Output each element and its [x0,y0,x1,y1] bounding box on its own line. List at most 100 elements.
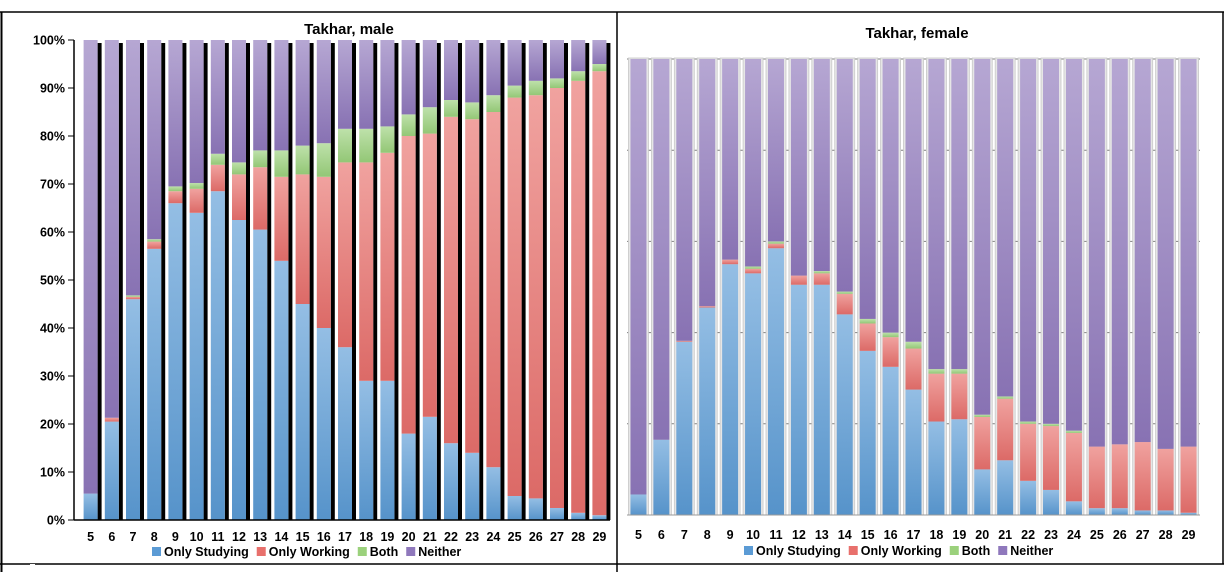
male-legend-swatch-neither [406,547,416,556]
male-bar-only-studying-26 [528,498,543,520]
female-bar-only-studying-12 [790,284,807,515]
female-bar-only-studying-25 [1088,508,1105,515]
female-bar-neither-6 [653,59,670,440]
male-bar-both-7 [126,295,140,297]
female-bar-neither-14 [836,59,853,292]
female-bar-neither-20 [974,59,991,415]
female-bar-neither-7 [676,59,693,341]
male-bar-shadow-21 [436,43,441,520]
male-y-tick-label: 10% [40,466,65,480]
male-y-tick-label: 0% [47,514,65,528]
female-chart-title: Takhar, female [865,25,968,42]
female-bar-neither-18 [928,59,945,370]
male-bar-shadow-18 [373,43,378,520]
male-bar-both-20 [401,114,416,136]
male-bar-neither-10 [189,40,204,184]
male-x-tick-label: 20 [402,530,416,544]
male-y-tick-label: 60% [40,226,65,240]
male-bar-neither-5 [83,40,98,494]
male-x-tick-label: 15 [296,530,310,544]
male-bar-shadow-16 [330,43,335,520]
male-y-tick-label: 100% [33,34,65,48]
female-x-tick-label: 18 [929,528,943,542]
male-x-tick-label: 10 [190,530,204,544]
male-y-tick-label: 20% [40,418,65,432]
female-bar-both-10 [745,266,762,269]
male-bar-neither-9 [168,40,183,187]
male-bar-only-studying-6 [104,421,119,520]
male-bar-shadow-20 [415,43,420,520]
female-bar-only-studying-11 [767,248,784,516]
male-bar-only-working-16 [316,176,331,328]
male-bar-neither-21 [422,40,437,108]
male-bar-only-working-24 [486,112,501,468]
male-bar-only-studying-22 [444,443,458,520]
female-bar-neither-10 [745,59,762,267]
female-bar-only-working-21 [997,398,1014,461]
male-y-tick-label: 40% [40,322,65,336]
male-bar-neither-16 [316,40,331,144]
male-bar-neither-6 [104,40,119,418]
male-x-tick-label: 9 [172,530,179,544]
male-bar-shadow-17 [352,43,356,520]
male-bar-neither-7 [126,40,140,296]
male-legend-swatch-only-working [256,547,266,556]
female-bar-only-working-10 [745,268,762,274]
male-x-tick-label: 14 [274,530,288,544]
male-x-tick-label: 28 [571,530,585,544]
female-bar-both-23 [1043,423,1060,427]
male-bar-both-25 [507,85,522,98]
female-x-tick-label: 23 [1044,528,1058,542]
male-legend-label-only-studying: Only Studying [164,545,249,559]
female-bar-only-working-28 [1157,448,1174,511]
female-x-tick-label: 22 [1021,528,1035,542]
female-bar-only-studying-16 [882,366,899,515]
female-bar-only-working-9 [722,259,739,265]
male-legend-label-only-working: Only Working [269,545,350,559]
male-bar-only-studying-20 [401,433,416,520]
female-legend-label-both: Both [962,544,990,558]
male-bar-only-studying-21 [422,416,437,520]
male-bar-only-studying-11 [210,191,225,520]
male-bar-only-studying-17 [338,347,352,520]
female-x-tick-label: 10 [746,528,760,542]
male-bar-only-studying-14 [274,260,289,520]
male-bar-only-studying-18 [359,380,374,520]
female-bar-both-24 [1065,430,1082,433]
male-bar-only-working-21 [422,133,437,417]
female-bar-only-studying-17 [905,389,922,515]
female-bar-only-studying-10 [745,273,762,515]
female-x-tick-label: 21 [998,528,1012,542]
male-bar-shadow-15 [309,43,314,520]
male-bar-only-studying-15 [295,304,310,520]
male-bar-shadow-7 [140,43,144,520]
male-x-tick-label: 7 [130,530,137,544]
female-x-tick-label: 15 [861,528,875,542]
female-bar-only-studying-22 [1020,480,1037,515]
male-bar-only-working-19 [380,152,395,381]
male-bar-neither-15 [295,40,310,146]
female-bar-only-working-23 [1043,426,1060,490]
female-bar-only-studying-15 [859,350,876,515]
male-x-tick-label: 18 [359,530,373,544]
male-y-tick-label: 30% [40,370,65,384]
male-x-tick-label: 19 [380,530,394,544]
male-bar-only-studying-28 [571,512,586,520]
female-bar-only-studying-29 [1180,512,1197,515]
male-bar-only-studying-7 [126,299,140,520]
female-legend-label-only-working: Only Working [861,544,942,558]
female-x-tick-label: 19 [952,528,966,542]
male-bar-shadow-28 [585,43,590,520]
female-bar-only-working-27 [1134,442,1151,511]
female-x-tick-label: 13 [815,528,829,542]
female-legend-swatch-only-studying [744,546,753,555]
female-bar-only-studying-5 [630,494,647,515]
male-bar-both-12 [232,162,246,175]
male-bar-both-27 [550,78,564,88]
female-bar-only-studying-27 [1134,510,1151,515]
male-x-tick-label: 6 [108,530,115,544]
male-bar-both-28 [571,71,586,81]
male-bar-neither-23 [465,40,480,103]
female-x-tick-label: 8 [704,528,711,542]
male-y-tick-label: 90% [40,82,65,96]
